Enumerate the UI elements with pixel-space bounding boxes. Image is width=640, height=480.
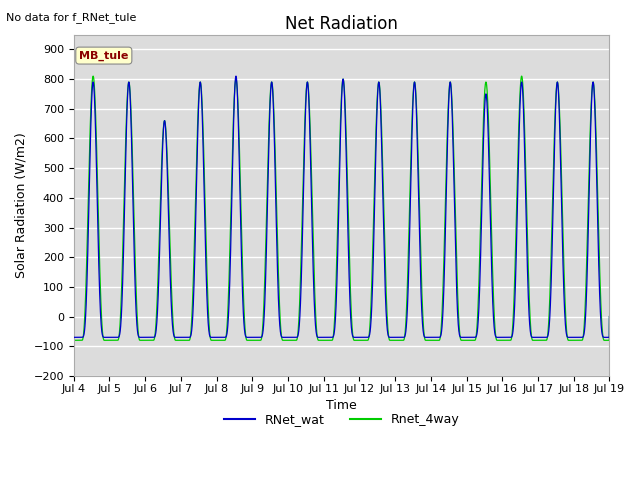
Text: MB_tule: MB_tule: [79, 50, 129, 60]
Text: No data for f_RNet_tule: No data for f_RNet_tule: [6, 12, 137, 23]
Legend: RNet_wat, Rnet_4way: RNet_wat, Rnet_4way: [218, 408, 465, 431]
X-axis label: Time: Time: [326, 399, 357, 412]
Title: Net Radiation: Net Radiation: [285, 15, 398, 33]
Y-axis label: Solar Radiation (W/m2): Solar Radiation (W/m2): [15, 132, 28, 278]
